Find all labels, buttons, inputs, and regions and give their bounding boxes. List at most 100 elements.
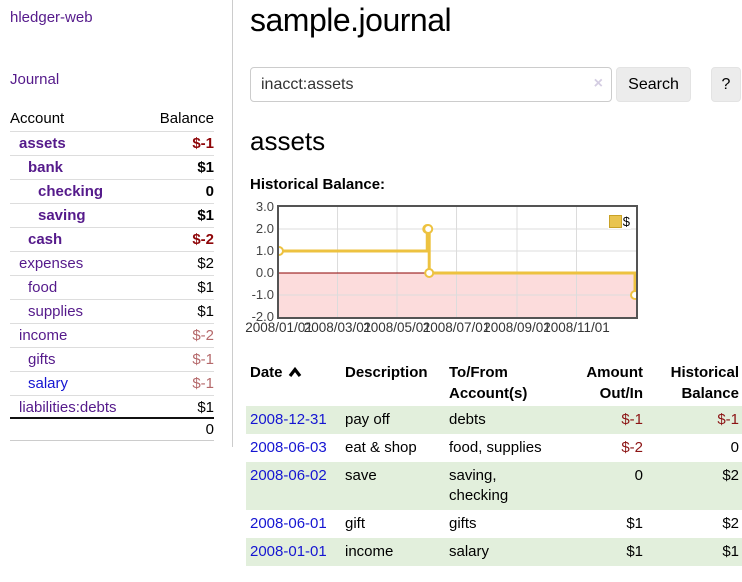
x-axis-label: 2008/11/01 <box>543 320 610 335</box>
register-balance-cell: $2 <box>643 462 742 510</box>
register-row: 2008-06-02 save saving, checking 0 $2 <box>246 462 742 510</box>
register-description-cell: gift <box>345 515 366 532</box>
register-header-row: Date Description To/From Account(s) Amou… <box>246 360 742 406</box>
account-balance: 0 <box>205 183 214 200</box>
register-accounts-cell: food, supplies <box>449 439 542 456</box>
y-axis-label: 2.0 <box>255 221 274 236</box>
legend-swatch-icon <box>608 215 622 228</box>
account-row: salary $-1 <box>10 371 214 395</box>
register-row: 2008-12-31 pay off debts $-1 $-1 <box>246 406 742 434</box>
account-row: saving $1 <box>10 203 214 227</box>
register-balance-cell: $2 <box>722 515 739 532</box>
account-balance: $-1 <box>192 375 214 392</box>
register-date-link[interactable]: 2008-06-03 <box>250 439 327 456</box>
register-header-amount: Amount Out/In <box>586 364 643 402</box>
balance-column-header: Balance <box>159 110 214 127</box>
account-link[interactable]: saving <box>38 207 86 224</box>
chart-canvas[interactable] <box>279 207 636 317</box>
account-link[interactable]: food <box>28 279 58 296</box>
help-button[interactable]: ? <box>711 67 741 102</box>
historical-balance-chart: 3.0 2.0 1.0 0.0 -1.0 -2.0 $ 2008/01/01 2008/03… <box>245 196 742 341</box>
account-balance: $-2 <box>192 231 214 248</box>
accounts-total-row: 0 <box>10 419 214 441</box>
account-link[interactable]: bank <box>28 159 64 176</box>
account-row: food $1 <box>10 275 214 299</box>
account-link[interactable]: salary <box>28 375 69 392</box>
page-title: sample.journal <box>250 2 452 38</box>
account-link[interactable]: cash <box>28 231 63 248</box>
account-balance: $2 <box>197 255 214 272</box>
nav-journal-link[interactable]: Journal <box>10 71 60 88</box>
account-row: cash $-2 <box>10 227 214 251</box>
y-axis-label: 3.0 <box>255 199 274 214</box>
account-link[interactable]: checking <box>38 183 104 200</box>
account-link[interactable]: income <box>19 327 68 344</box>
register-table: Date Description To/From Account(s) Amou… <box>246 360 742 566</box>
account-balance: $1 <box>197 159 214 176</box>
account-row: bank $1 <box>10 155 214 179</box>
register-amount-cell: $-1 <box>580 406 643 434</box>
register-date-link[interactable]: 2008-01-01 <box>250 543 327 560</box>
accounts-table-body: assets $-1 bank $1 checking 0 saving $1 cash $-2 e… <box>10 131 214 419</box>
register-date-cell: 2008-12-31 <box>246 406 345 434</box>
y-axis-label: 1.0 <box>255 243 274 258</box>
account-row: liabilities:debts $1 <box>10 395 214 419</box>
search-bar: × Search ? <box>250 67 741 102</box>
register-amount-cell: $-2 <box>621 439 643 456</box>
chart-legend: $ <box>607 214 631 229</box>
legend-label: $ <box>622 214 630 229</box>
register-accounts-cell: debts <box>449 406 580 434</box>
account-balance: $1 <box>197 303 214 320</box>
account-row: income $-2 <box>10 323 214 347</box>
x-axis-label: 2008/09/01 <box>483 320 551 335</box>
register-accounts-cell: gifts <box>449 515 477 532</box>
chart-plot-area[interactable]: $ <box>277 205 638 319</box>
account-balance: $-1 <box>192 135 214 152</box>
account-balance: $-1 <box>192 351 214 368</box>
app-brand-link[interactable]: hledger-web <box>10 9 93 26</box>
register-amount-cell: 0 <box>580 462 643 510</box>
register-header-balance: Historical Balance <box>670 364 739 402</box>
search-button[interactable]: Search <box>616 67 691 102</box>
x-axis-label: 2008/03/01 <box>303 320 372 335</box>
account-balance: $-2 <box>192 327 214 344</box>
y-axis-label: 0.0 <box>255 265 274 280</box>
register-header-accounts: To/From Account(s) <box>449 364 528 402</box>
register-date-cell: 2008-06-01 <box>246 510 345 538</box>
register-header-description: Description <box>345 364 428 381</box>
account-row: supplies $1 <box>10 299 214 323</box>
account-row: checking 0 <box>10 179 214 203</box>
search-input[interactable] <box>250 67 612 102</box>
register-balance-cell: $1 <box>643 538 742 566</box>
register-row: 2008-01-01 income salary $1 $1 <box>246 538 742 566</box>
register-balance-cell: 0 <box>730 439 739 456</box>
register-date-link[interactable]: 2008-06-01 <box>250 515 327 532</box>
x-axis-label: 2008/05/01 <box>363 320 431 335</box>
y-axis-label: -1.0 <box>251 287 274 302</box>
register-header-date[interactable]: Date <box>246 360 345 406</box>
register-body: 2008-12-31 pay off debts $-1 $-1 2008-06-03 ea… <box>246 406 742 566</box>
account-link[interactable]: gifts <box>28 351 56 368</box>
register-date-link[interactable]: 2008-12-31 <box>250 411 327 428</box>
register-date-link[interactable]: 2008-06-02 <box>250 467 327 484</box>
account-link[interactable]: supplies <box>28 303 84 320</box>
account-balance: $1 <box>197 279 214 296</box>
register-accounts-cell: salary <box>449 538 580 566</box>
clear-search-icon[interactable]: × <box>593 75 603 92</box>
register-accounts-cell: saving, checking <box>449 462 580 510</box>
account-link[interactable]: liabilities:debts <box>19 399 117 416</box>
account-column-header: Account <box>10 110 65 127</box>
account-heading: assets <box>250 126 326 156</box>
register-description-cell: save <box>345 462 449 510</box>
x-axis-label: 2008/07/01 <box>422 320 491 335</box>
account-link[interactable]: assets <box>19 135 66 152</box>
account-link[interactable]: expenses <box>19 255 84 272</box>
y-axis-label: -2.0 <box>251 309 274 324</box>
sort-ascending-icon <box>288 366 301 377</box>
register-row: 2008-06-01 gift gifts $1 $2 <box>246 510 742 538</box>
register-description-cell: income <box>345 538 449 566</box>
accounts-table-header: Account Balance <box>10 107 214 131</box>
register-date-cell: 2008-06-03 <box>246 434 345 462</box>
register-balance-cell: $-1 <box>643 406 742 434</box>
